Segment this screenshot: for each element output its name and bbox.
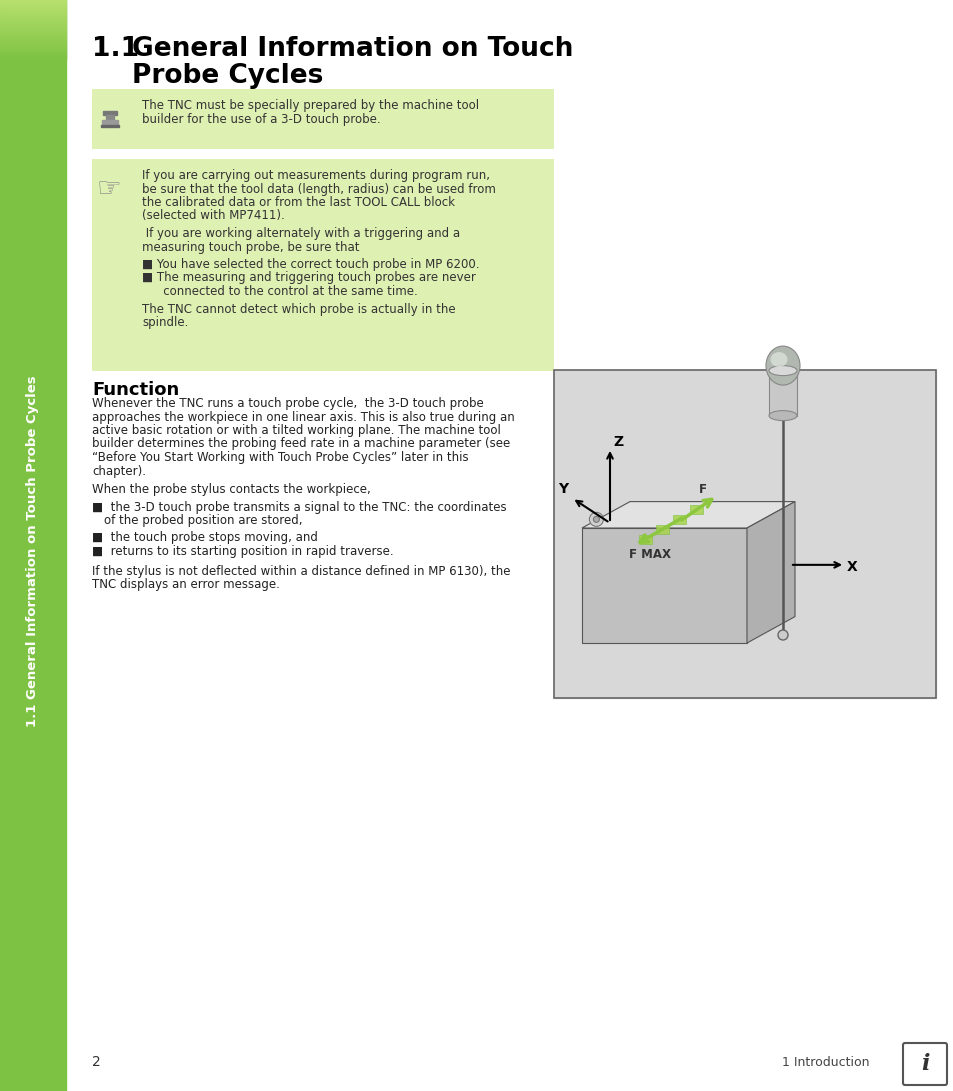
Text: chapter).: chapter). bbox=[91, 465, 146, 478]
Text: ☞: ☞ bbox=[96, 175, 121, 203]
Text: 2: 2 bbox=[91, 1055, 101, 1069]
Text: ■ The measuring and triggering touch probes are never: ■ The measuring and triggering touch pro… bbox=[142, 272, 476, 285]
Polygon shape bbox=[746, 502, 794, 643]
Text: i: i bbox=[920, 1053, 928, 1075]
Bar bbox=[103, 111, 117, 115]
Text: If you are carrying out measurements during program run,: If you are carrying out measurements dur… bbox=[142, 169, 490, 182]
Text: When the probe stylus contacts the workpiece,: When the probe stylus contacts the workp… bbox=[91, 483, 371, 496]
Text: the calibrated data or from the last TOOL CALL block: the calibrated data or from the last TOO… bbox=[142, 196, 455, 209]
Text: X: X bbox=[846, 560, 857, 574]
Bar bbox=[554, 370, 935, 698]
Text: ■  returns to its starting position in rapid traverse.: ■ returns to its starting position in ra… bbox=[91, 546, 394, 558]
Bar bbox=[106, 115, 113, 120]
Text: connected to the control at the same time.: connected to the control at the same tim… bbox=[152, 285, 417, 298]
Bar bbox=[101, 125, 119, 127]
Bar bbox=[91, 89, 554, 149]
Circle shape bbox=[778, 630, 787, 640]
FancyBboxPatch shape bbox=[902, 1043, 946, 1086]
Ellipse shape bbox=[765, 346, 800, 385]
Text: 1.1: 1.1 bbox=[91, 36, 139, 62]
Text: The TNC cannot detect which probe is actually in the: The TNC cannot detect which probe is act… bbox=[142, 302, 456, 315]
Text: builder determines the probing feed rate in a machine parameter (see: builder determines the probing feed rate… bbox=[91, 437, 510, 451]
Text: If you are working alternately with a triggering and a: If you are working alternately with a tr… bbox=[142, 227, 459, 240]
Bar bbox=[0, 0, 66, 1091]
Bar bbox=[102, 120, 118, 125]
Text: of the probed position are stored,: of the probed position are stored, bbox=[104, 514, 302, 527]
Ellipse shape bbox=[768, 365, 796, 375]
Text: 1.1 General Information on Touch Probe Cycles: 1.1 General Information on Touch Probe C… bbox=[27, 375, 39, 727]
Text: General Information on Touch: General Information on Touch bbox=[132, 36, 573, 62]
Text: (selected with MP7411).: (selected with MP7411). bbox=[142, 209, 284, 223]
Text: ■  the touch probe stops moving, and: ■ the touch probe stops moving, and bbox=[91, 531, 317, 544]
Text: 1 Introduction: 1 Introduction bbox=[781, 1056, 869, 1069]
Polygon shape bbox=[656, 525, 669, 533]
Polygon shape bbox=[690, 505, 702, 514]
Ellipse shape bbox=[770, 352, 786, 367]
Text: Whenever the TNC runs a touch probe cycle,  the 3-D touch probe: Whenever the TNC runs a touch probe cycl… bbox=[91, 397, 483, 410]
Bar bbox=[768, 371, 796, 416]
Text: ■ You have selected the correct touch probe in MP 6200.: ■ You have selected the correct touch pr… bbox=[142, 257, 479, 271]
Bar bbox=[91, 159, 554, 371]
Text: F: F bbox=[699, 482, 706, 495]
Text: “Before You Start Working with Touch Probe Cycles” later in this: “Before You Start Working with Touch Pro… bbox=[91, 451, 468, 464]
Polygon shape bbox=[581, 528, 746, 643]
Text: active basic rotation or with a tilted working plane. The machine tool: active basic rotation or with a tilted w… bbox=[91, 424, 500, 437]
Text: Probe Cycles: Probe Cycles bbox=[132, 63, 323, 89]
Polygon shape bbox=[673, 515, 685, 524]
Text: spindle.: spindle. bbox=[142, 316, 188, 329]
Text: ■  the 3-D touch probe transmits a signal to the TNC: the coordinates: ■ the 3-D touch probe transmits a signal… bbox=[91, 501, 506, 514]
Polygon shape bbox=[581, 502, 794, 528]
Text: Y: Y bbox=[558, 482, 568, 496]
Text: measuring touch probe, be sure that: measuring touch probe, be sure that bbox=[142, 240, 359, 253]
Text: The TNC must be specially prepared by the machine tool: The TNC must be specially prepared by th… bbox=[142, 99, 478, 112]
Text: F MAX: F MAX bbox=[629, 548, 671, 561]
Bar bbox=[554, 370, 935, 698]
Text: Function: Function bbox=[91, 381, 179, 399]
Polygon shape bbox=[639, 535, 652, 543]
Text: approaches the workpiece in one linear axis. This is also true during an: approaches the workpiece in one linear a… bbox=[91, 410, 515, 423]
Text: Z: Z bbox=[613, 435, 622, 449]
Text: builder for the use of a 3-D touch probe.: builder for the use of a 3-D touch probe… bbox=[142, 112, 380, 125]
Circle shape bbox=[593, 516, 598, 523]
Text: If the stylus is not deflected within a distance defined in MP 6130), the: If the stylus is not deflected within a … bbox=[91, 564, 510, 577]
Text: be sure that the tool data (length, radius) can be used from: be sure that the tool data (length, radi… bbox=[142, 182, 496, 195]
Circle shape bbox=[589, 513, 602, 526]
Ellipse shape bbox=[768, 410, 796, 421]
Text: TNC displays an error message.: TNC displays an error message. bbox=[91, 578, 279, 591]
